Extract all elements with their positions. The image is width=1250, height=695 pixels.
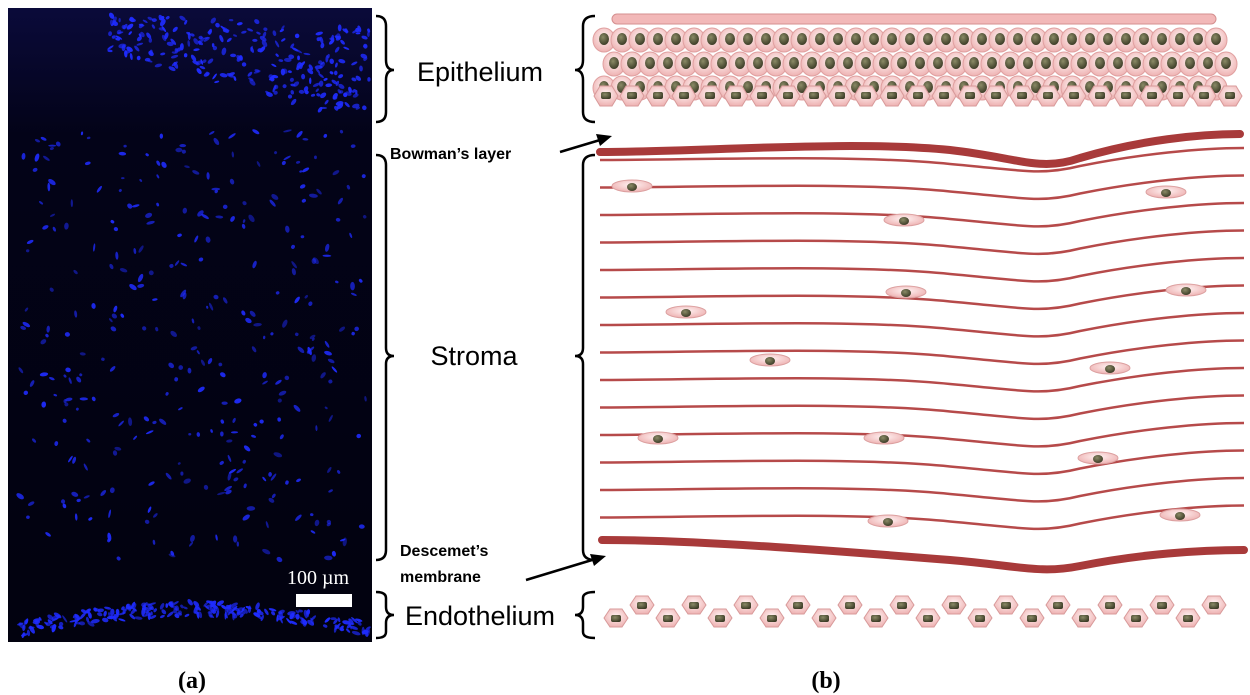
stroma-label: Stroma bbox=[430, 341, 518, 371]
stained-nuclei bbox=[16, 12, 371, 639]
endothelium-cells bbox=[603, 595, 1227, 628]
bowman-arrow bbox=[559, 134, 612, 154]
epithelium-cells bbox=[592, 13, 1243, 107]
layer-brackets-left bbox=[375, 14, 395, 640]
stroma-bracket-right bbox=[574, 153, 596, 562]
bowman-layer-fiber bbox=[596, 130, 1244, 168]
epithelium-bracket bbox=[375, 14, 395, 124]
layer-brackets-right bbox=[574, 14, 596, 640]
descemet-membrane-fiber bbox=[598, 536, 1248, 574]
schematic-panel bbox=[592, 13, 1248, 628]
endothelium-label: Endothelium bbox=[405, 601, 555, 631]
epithelium-label: Epithelium bbox=[417, 57, 543, 87]
descemet-arrow bbox=[525, 554, 606, 582]
scale-bar bbox=[296, 594, 352, 607]
micrograph-panel: 100 µm bbox=[8, 8, 372, 642]
stroma-fibers bbox=[599, 146, 1245, 531]
micrograph-background bbox=[8, 8, 372, 642]
descemet-label-line2: membrane bbox=[400, 569, 481, 586]
epithelium-bracket-right bbox=[574, 14, 596, 124]
endothelium-bracket-right bbox=[574, 590, 596, 640]
panel-a-label: (a) bbox=[178, 668, 206, 694]
keratocytes bbox=[611, 179, 1207, 528]
scale-bar-label: 100 µm bbox=[287, 567, 350, 589]
descemet-label-line1: Descemet’s bbox=[400, 543, 488, 560]
endothelium-bracket bbox=[375, 590, 395, 640]
bowman-label: Bowman’s layer bbox=[390, 146, 511, 163]
panel-b-label: (b) bbox=[811, 668, 840, 694]
stroma-bracket bbox=[375, 153, 395, 562]
